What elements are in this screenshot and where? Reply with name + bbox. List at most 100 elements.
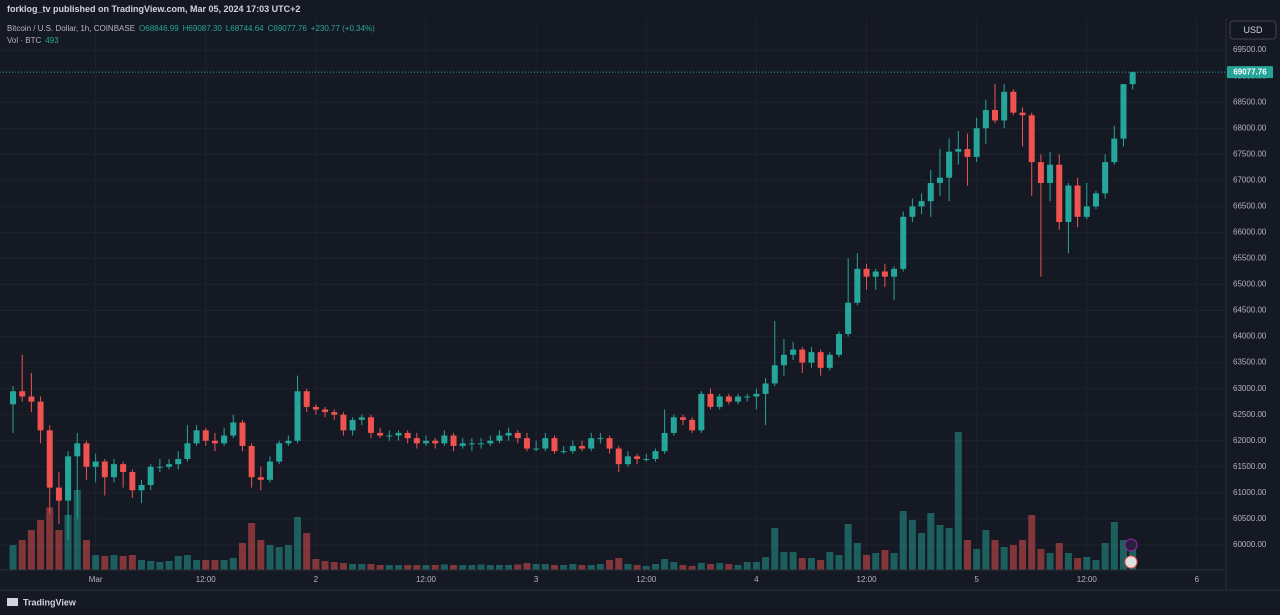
candle-body [92, 461, 99, 467]
volume-bar [707, 564, 715, 570]
candle-body [973, 128, 980, 157]
x-tick-label: 3 [534, 575, 539, 584]
volume-bar [743, 562, 751, 570]
candle-body [37, 401, 44, 431]
volume-bar [624, 564, 632, 570]
volume-bar [807, 558, 815, 570]
y-tick-label: 63500.00 [1233, 358, 1267, 367]
volume-bar [266, 545, 274, 570]
candle-body [707, 393, 714, 407]
candle-body [331, 412, 338, 415]
volume-bars [9, 432, 1137, 570]
volume-bar [211, 560, 219, 570]
candle-body [367, 417, 374, 433]
ohlc-high: H69087.30 [182, 24, 222, 33]
volume-bar [394, 565, 402, 570]
volume-bar [321, 561, 329, 570]
candle-body [1028, 115, 1035, 163]
volume-bar [1074, 558, 1082, 570]
candle-body [569, 445, 576, 452]
candle-body [606, 438, 613, 449]
volume-bar [633, 565, 641, 570]
candle-body [771, 365, 778, 384]
event-icon[interactable] [1124, 538, 1138, 552]
volume-bar [294, 517, 302, 570]
candle-body [624, 456, 631, 465]
candle-body [1019, 112, 1026, 116]
volume-bar [110, 555, 118, 570]
candle-body [441, 435, 448, 444]
volume-bar [835, 555, 843, 570]
candle-body [1001, 91, 1008, 121]
candle-body [413, 438, 420, 444]
volume-bar [82, 540, 90, 570]
candle-body [74, 443, 81, 457]
currency-button[interactable] [1229, 20, 1277, 40]
candle-body [661, 432, 668, 452]
volume-bar [991, 540, 999, 570]
candle-body [597, 438, 604, 440]
candle-body [835, 333, 842, 355]
volume-legend: Vol · BTC 493 [7, 36, 59, 45]
candle-body [459, 443, 466, 446]
candle-body [936, 177, 943, 183]
candle-body [423, 440, 430, 444]
volume-bar [514, 564, 522, 570]
candle-body [753, 393, 760, 397]
candle-body [1056, 164, 1063, 222]
volume-bar [1019, 540, 1027, 570]
flag-icon[interactable] [1124, 555, 1138, 569]
candle-body [716, 396, 723, 407]
volume-bar [1064, 553, 1072, 570]
y-tick-label: 66000.00 [1233, 228, 1267, 237]
candle-body [542, 438, 549, 449]
volume-bar [661, 559, 669, 570]
symbol: Bitcoin / U.S. Dollar, 1h, COINBASE [7, 24, 136, 33]
volume-bar [1055, 543, 1063, 570]
volume-bar [863, 555, 871, 570]
volume-bar [918, 533, 926, 570]
y-tick-label: 64500.00 [1233, 306, 1267, 315]
volume-bar [37, 520, 45, 570]
y-tick-label: 65500.00 [1233, 254, 1267, 263]
y-tick-label: 64000.00 [1233, 332, 1267, 341]
volume-bar [578, 565, 586, 570]
volume-bar [55, 530, 63, 570]
candle-body [478, 443, 485, 445]
volume-bar [284, 545, 292, 570]
volume-bar [927, 513, 935, 570]
volume-bar [762, 557, 770, 570]
candle-body [156, 466, 163, 468]
candle-body [652, 451, 659, 459]
volume-bar [1009, 545, 1017, 570]
x-tick-label: 12:00 [857, 575, 878, 584]
candle-body [799, 349, 806, 363]
candle-body [202, 430, 209, 441]
candle-body [1074, 185, 1081, 217]
volume-bar [973, 549, 981, 570]
volume-bar [688, 566, 696, 570]
volume-bar [349, 564, 357, 570]
volume-bar [789, 552, 797, 570]
candle-body [872, 271, 879, 277]
volume-bar [73, 490, 81, 570]
volume-bar [229, 558, 237, 570]
candle-body [964, 149, 971, 157]
x-tick-label: 6 [1195, 575, 1200, 584]
candle-body [239, 422, 246, 446]
candles [10, 71, 1136, 540]
volume-bar [477, 564, 485, 570]
volume-bar [679, 565, 687, 570]
volume-bar [954, 432, 962, 570]
candle-body [588, 438, 595, 449]
candle-body [487, 440, 494, 444]
candle-body [120, 464, 127, 472]
candle-body [560, 451, 567, 453]
volume-bar [817, 560, 825, 570]
y-tick-label: 69500.00 [1233, 45, 1267, 54]
candle-body [808, 352, 815, 363]
candle-body [184, 443, 191, 459]
candle-body [257, 477, 264, 480]
